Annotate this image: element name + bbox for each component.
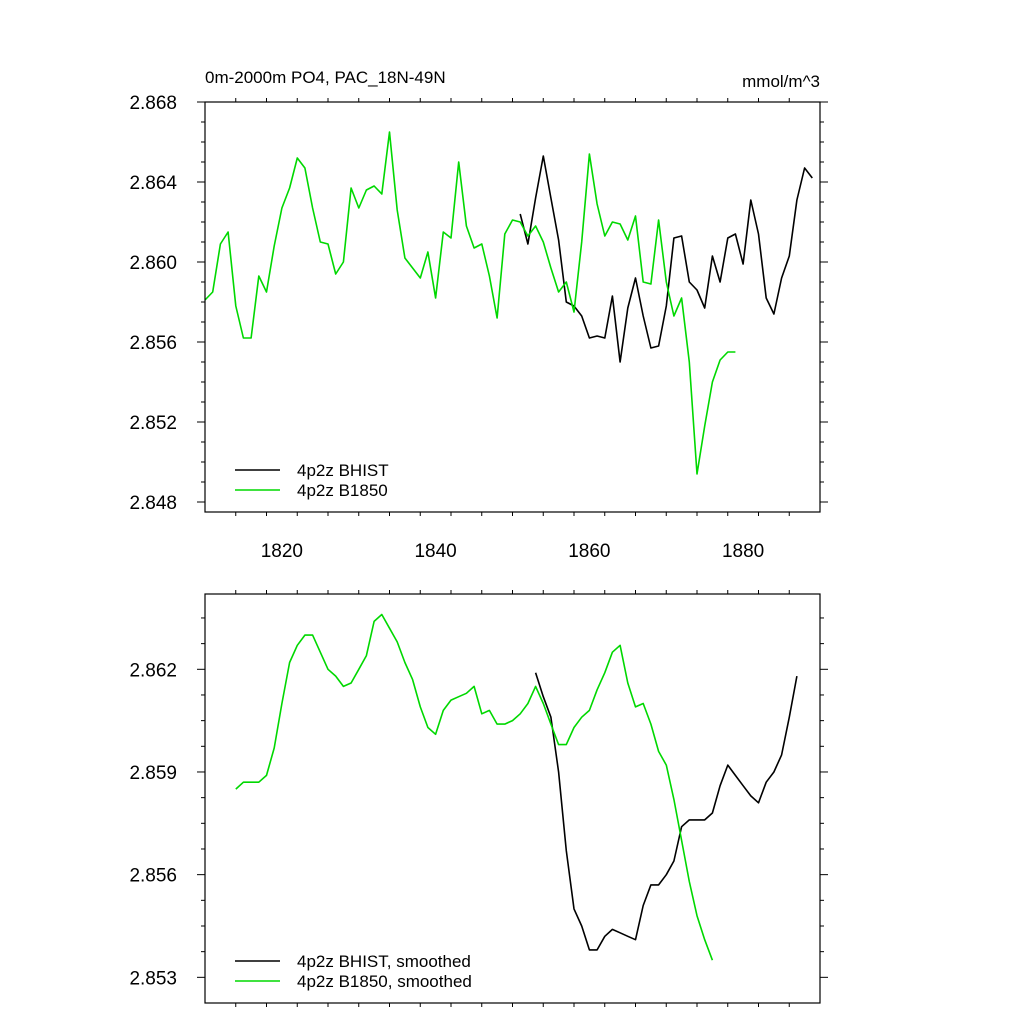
top-legend-label-bhist: 4p2z BHIST [297,461,389,480]
top-y-tick-label: 2.852 [129,413,177,434]
top-series-lines [204,131,813,475]
top-chart-title: 0m-2000m PO4, PAC_18N-49N [205,68,446,87]
bottom-y-tick-labels: 2.853 2.856 2.859 2.862 [129,660,177,989]
top-chart-units: mmol/m^3 [742,72,820,91]
top-x-tick-label: 1860 [568,541,610,562]
top-plot-area: 1820 1840 1860 1880 2.8482.8522.8562.8602.8… [129,93,828,562]
bottom-y-tick-label: 2.859 [129,763,177,784]
top-x-tick-label: 1880 [722,541,764,562]
top-series-line-bhist [519,155,813,363]
top-y-tick-label: 2.868 [129,93,177,114]
bottom-plot-area: 2.853 2.856 2.859 2.862 [129,590,828,1007]
top-y-tick-label: 2.864 [129,173,177,194]
bottom-y-tick-label: 2.856 [129,866,177,887]
top-panel: 0m-2000m PO4, PAC_18N-49N mmol/m^3 1820 1… [129,68,828,562]
top-y-tick-label: 2.848 [129,493,177,514]
bottom-legend-label-bhist: 4p2z BHIST, smoothed [297,952,471,971]
top-legend: 4p2z BHIST 4p2z B1850 [235,461,389,500]
bottom-series-lines [235,613,798,961]
bottom-series-line-bhist [534,672,798,951]
bottom-panel: 2.853 2.856 2.859 2.862 4p2z BHIST, smoothe… [129,590,828,1007]
bottom-series-line-b1850 [235,613,714,961]
top-y-tick-labels: 2.848 2.852 2.856 2.860 2.864 2.868 [129,93,177,514]
top-x-tick-label: 1840 [414,541,456,562]
bottom-y-tick-label: 2.862 [129,660,177,681]
bottom-axis-ticks [197,590,828,1007]
top-x-tick-label: 1820 [261,541,303,562]
top-y-tick-label: 2.856 [129,333,177,354]
top-axis-ticks [197,98,828,516]
bottom-y-tick-label: 2.853 [129,968,177,989]
top-x-tick-labels: 1820 1840 1860 1880 [261,541,765,562]
top-legend-label-b1850: 4p2z B1850 [297,481,388,500]
top-series-line-b1850 [204,131,736,475]
bottom-legend: 4p2z BHIST, smoothed 4p2z B1850, smoothe… [235,952,472,991]
bottom-legend-label-b1850: 4p2z B1850, smoothed [297,972,472,991]
top-plot-frame [204,101,821,513]
top-y-tick-label: 2.860 [129,253,177,274]
bottom-plot-frame [204,593,821,1004]
